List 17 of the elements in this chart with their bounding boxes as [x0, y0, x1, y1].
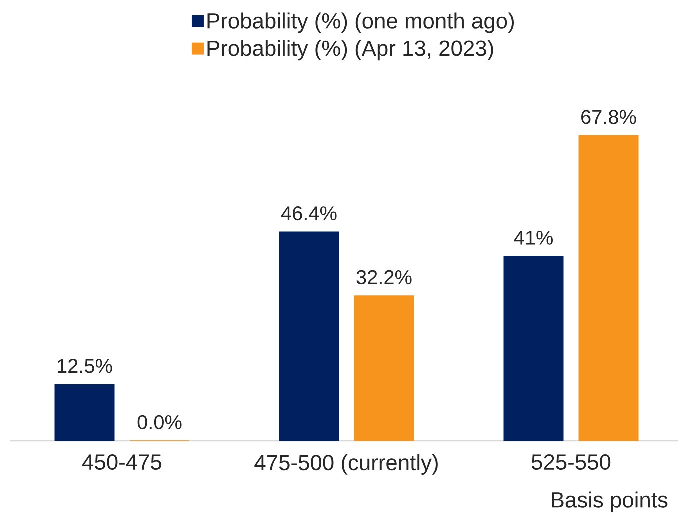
- data-label: 12.5%: [58, 359, 112, 374]
- x-tick-label: 475-500 (currently): [254, 454, 438, 475]
- data-label: 41%: [514, 230, 553, 245]
- bar: [504, 256, 564, 442]
- data-label: 46.4%: [281, 206, 337, 221]
- bar: [354, 296, 414, 442]
- x-axis-title: Basis points: [552, 492, 668, 512]
- bar: [279, 232, 340, 442]
- legend-label: Probability (%) (one month ago): [208, 12, 514, 34]
- data-label: 0.0%: [138, 415, 182, 430]
- bar: [54, 384, 115, 442]
- x-tick-label: 525-550: [532, 454, 611, 470]
- legend-label: Probability (%) (Apr 13, 2023): [208, 40, 494, 61]
- x-tick-label: 450-475: [82, 454, 162, 470]
- bar: [578, 135, 639, 442]
- data-label: 67.8%: [582, 110, 636, 124]
- data-label: 32.2%: [356, 270, 412, 285]
